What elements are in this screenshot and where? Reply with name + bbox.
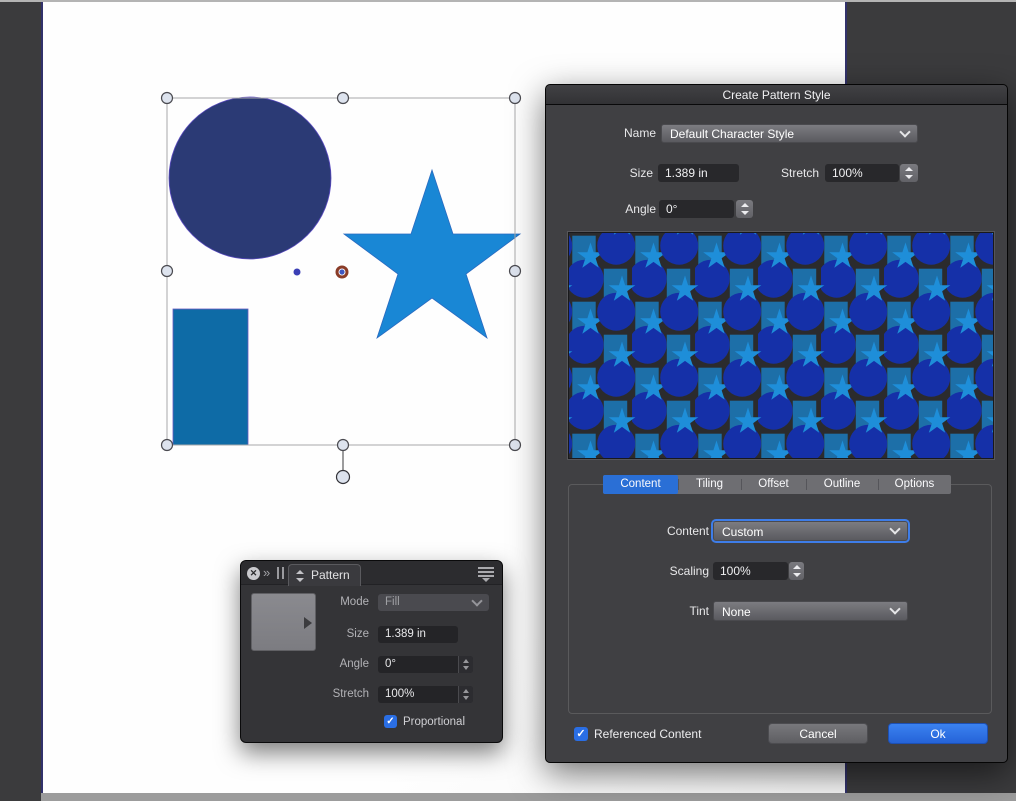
- stretch-field[interactable]: 100%: [825, 164, 899, 182]
- handle-bottom-center[interactable]: [336, 438, 350, 452]
- mode-label: Mode: [340, 596, 369, 608]
- close-icon[interactable]: ✕: [247, 567, 260, 580]
- referenced-content-checkbox[interactable]: ✓: [574, 727, 588, 741]
- angle-field[interactable]: 0°: [378, 656, 473, 673]
- stretch-label: Stretch: [332, 688, 369, 700]
- selection-handles: [160, 91, 522, 485]
- size-field[interactable]: 1.389 in: [378, 626, 458, 643]
- handle-top-center[interactable]: [336, 91, 350, 105]
- handle-bottom-left[interactable]: [160, 438, 174, 452]
- swatch-flyout-arrow-icon[interactable]: [304, 617, 312, 629]
- handle-mid-left[interactable]: [160, 264, 174, 278]
- chevron-down-icon: [889, 603, 901, 615]
- name-dropdown[interactable]: Default Character Style: [661, 124, 918, 143]
- chevron-down-icon: [899, 125, 911, 138]
- angle-label: Angle: [339, 658, 369, 670]
- tab-tiling[interactable]: Tiling: [678, 475, 741, 494]
- dialog-title[interactable]: Create Pattern Style: [546, 85, 1007, 105]
- name-label: Name: [623, 126, 656, 140]
- chevron-down-icon: [889, 523, 901, 535]
- tab-pattern[interactable]: Pattern: [288, 564, 361, 586]
- tab-content-groupbox: [568, 484, 992, 714]
- dialog-tab-strip: Content Tiling Offset Outline Options: [603, 475, 951, 494]
- rectangle-shape[interactable]: [172, 308, 249, 446]
- panel-menu-icon[interactable]: [478, 567, 494, 582]
- tab-outline[interactable]: Outline: [806, 475, 878, 494]
- size-field[interactable]: 1.389 in: [658, 164, 739, 182]
- referenced-content-label: Referenced Content: [594, 727, 702, 741]
- tint-dropdown[interactable]: None: [713, 601, 908, 621]
- pattern-preview: [567, 231, 995, 460]
- handle-top-left[interactable]: [160, 91, 174, 105]
- stretch-label: Stretch: [780, 166, 819, 180]
- handle-top-right[interactable]: [508, 91, 522, 105]
- content-label: Content: [666, 524, 709, 538]
- angle-label: Angle: [625, 202, 656, 216]
- ok-button[interactable]: Ok: [888, 723, 988, 744]
- expand-collapse-icon: [296, 570, 304, 582]
- pattern-panel: ✕ » Pattern Mode Fill Size 1.389 in: [240, 560, 503, 743]
- drag-grip-icon[interactable]: [277, 567, 284, 579]
- stretch-stepper[interactable]: [458, 686, 473, 703]
- transform-origin-marker[interactable]: [335, 265, 349, 279]
- window-top-edge: [0, 0, 1016, 2]
- pattern-preview-swatch[interactable]: [251, 593, 316, 651]
- chevron-down-icon: [471, 594, 483, 607]
- angle-field[interactable]: 0°: [659, 200, 734, 218]
- tab-options[interactable]: Options: [878, 475, 951, 494]
- collapse-chevrons-icon[interactable]: »: [263, 565, 271, 580]
- star-shape[interactable]: [342, 168, 522, 340]
- content-dropdown[interactable]: Custom: [711, 519, 910, 543]
- handle-mid-right[interactable]: [508, 264, 522, 278]
- scaling-field[interactable]: 100%: [713, 562, 788, 580]
- mode-dropdown[interactable]: Fill: [378, 594, 489, 611]
- scaling-label: Scaling: [669, 564, 709, 578]
- pasteboard-left: [0, 2, 41, 801]
- tab-content[interactable]: Content: [603, 475, 678, 494]
- center-dot-marker: [293, 268, 301, 276]
- proportional-checkbox[interactable]: ✓: [384, 715, 397, 728]
- stretch-field[interactable]: 100%: [378, 686, 473, 703]
- angle-stepper[interactable]: [458, 656, 473, 673]
- stretch-stepper[interactable]: [900, 164, 918, 182]
- tint-label: Tint: [689, 604, 709, 618]
- proportional-label: Proportional: [403, 716, 466, 728]
- size-label: Size: [346, 628, 369, 640]
- create-pattern-style-dialog: Create Pattern Style Name Default Charac…: [545, 84, 1008, 763]
- handle-bottom-right[interactable]: [508, 438, 522, 452]
- cancel-button[interactable]: Cancel: [768, 723, 868, 744]
- angle-stepper[interactable]: [736, 200, 753, 218]
- tab-offset[interactable]: Offset: [741, 475, 806, 494]
- rotation-handle[interactable]: [335, 469, 351, 485]
- size-label: Size: [629, 166, 653, 180]
- pattern-tab-label: Pattern: [311, 568, 350, 582]
- pattern-panel-header[interactable]: ✕ » Pattern: [241, 561, 502, 586]
- circle-shape[interactable]: [168, 96, 332, 260]
- window-bottom-edge: [41, 793, 1016, 801]
- scaling-stepper[interactable]: [789, 562, 804, 580]
